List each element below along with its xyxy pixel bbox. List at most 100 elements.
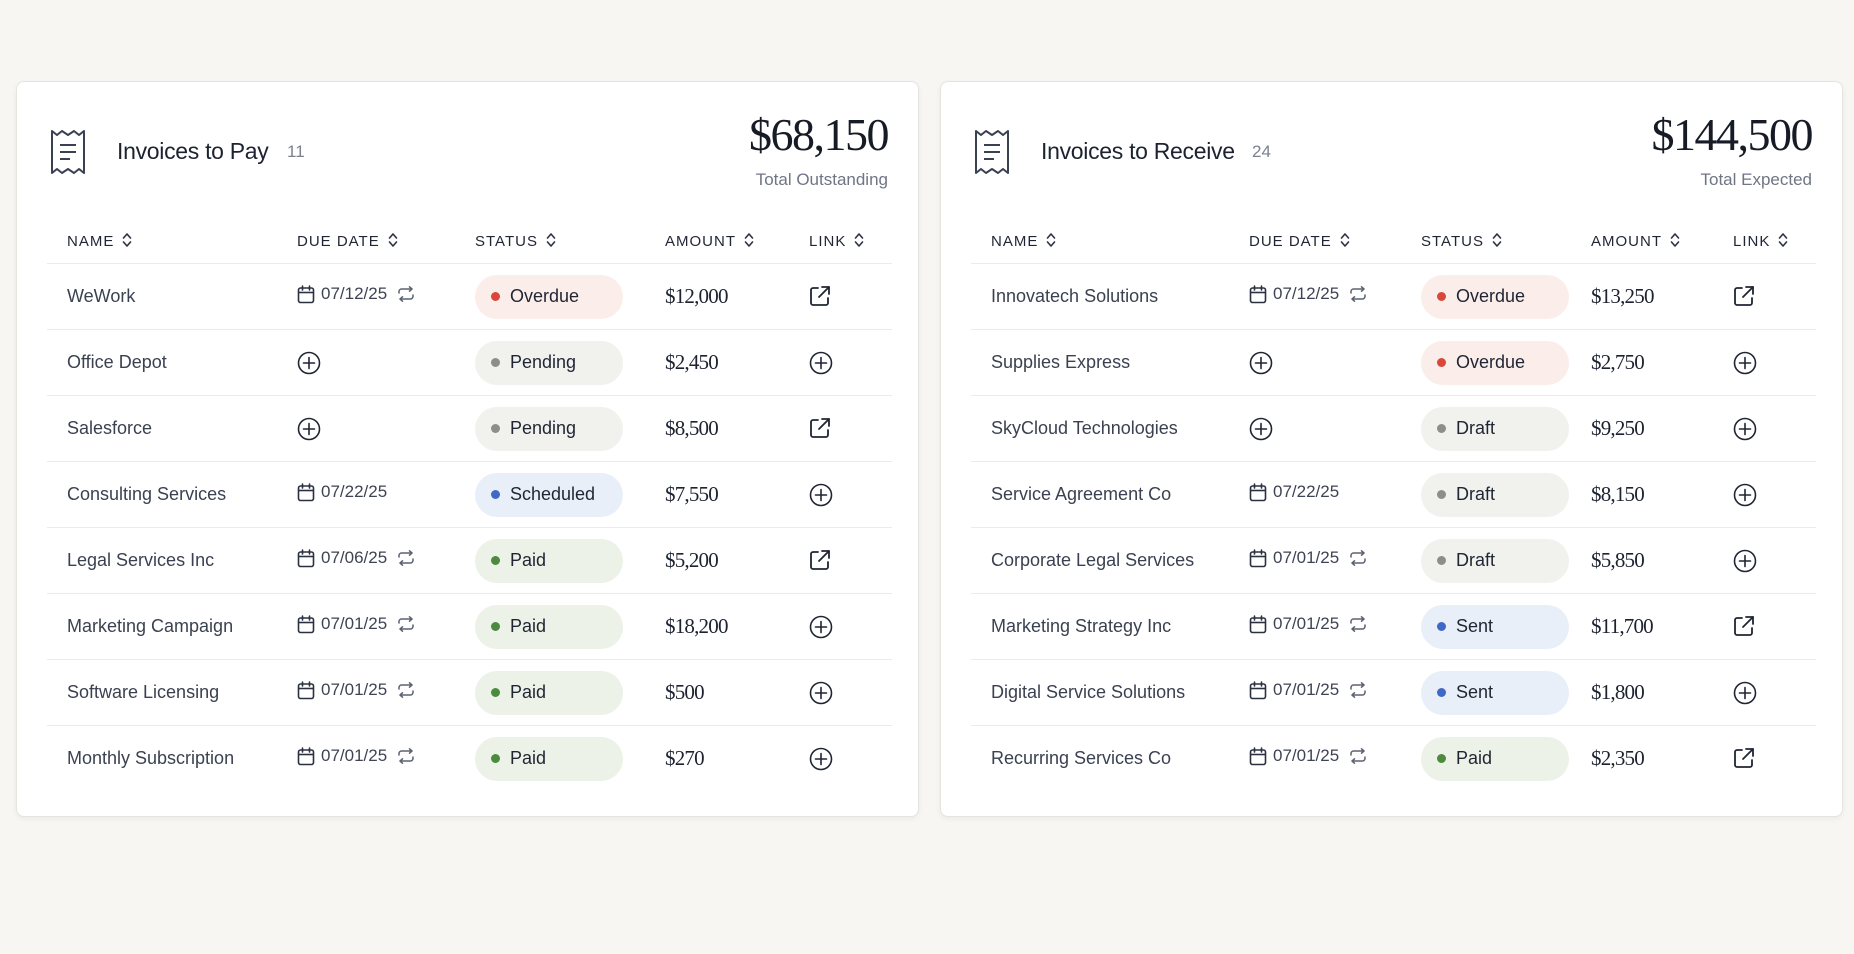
status-badge[interactable]: Paid	[475, 604, 623, 649]
due-date-cell	[1229, 329, 1401, 396]
add-link-icon[interactable]	[809, 351, 833, 375]
status-badge[interactable]: Sent	[1421, 604, 1569, 649]
external-link-icon[interactable]	[809, 549, 833, 573]
column-header-status[interactable]: STATUS	[455, 221, 645, 264]
status-badge[interactable]: Pending	[475, 406, 623, 451]
external-link-icon[interactable]	[1733, 747, 1757, 771]
due-date[interactable]: 07/01/25	[1249, 614, 1367, 634]
table-row[interactable]: Digital Service Solutions 07/01/25 Sent $1,…	[971, 659, 1816, 726]
status-badge[interactable]: Paid	[475, 670, 623, 715]
column-header-name[interactable]: NAME	[47, 221, 277, 264]
status-badge[interactable]: Paid	[475, 736, 623, 781]
amount-cell: $12,000	[645, 263, 789, 330]
sort-icon[interactable]	[546, 232, 556, 252]
status-badge[interactable]: Overdue	[475, 274, 623, 319]
amount-value: $7,550	[665, 482, 719, 506]
add-link-icon[interactable]	[1733, 681, 1757, 705]
due-date[interactable]: 07/12/25	[297, 284, 415, 304]
column-header-amount[interactable]: AMOUNT	[1571, 221, 1713, 264]
amount-value: $11,700	[1591, 614, 1654, 638]
table-row[interactable]: Corporate Legal Services 07/01/25 Draft $5,…	[971, 527, 1816, 594]
table-row[interactable]: Supplies Express Overdue $2,750	[971, 329, 1816, 396]
status-dot	[491, 754, 500, 763]
add-due-date-icon[interactable]	[1249, 351, 1273, 375]
recurring-icon	[1349, 550, 1367, 567]
status-badge[interactable]: Pending	[475, 340, 623, 385]
status-badge[interactable]: Draft	[1421, 538, 1569, 583]
add-link-icon[interactable]	[809, 747, 833, 771]
external-link-icon[interactable]	[1733, 285, 1757, 309]
table-row[interactable]: Marketing Campaign 07/01/25 Paid $18,200	[47, 593, 892, 660]
due-date[interactable]: 07/01/25	[1249, 548, 1367, 568]
status-badge[interactable]: Overdue	[1421, 340, 1569, 385]
table-row[interactable]: Innovatech Solutions 07/12/25 Overdue $13,2…	[971, 263, 1816, 330]
sort-icon[interactable]	[744, 232, 754, 252]
due-date-cell: 07/22/25	[1229, 461, 1401, 528]
status-badge[interactable]: Sent	[1421, 670, 1569, 715]
due-date[interactable]: 07/22/25	[297, 482, 387, 502]
due-date[interactable]: 07/01/25	[297, 746, 415, 766]
sort-icon[interactable]	[1340, 232, 1350, 252]
link-cell	[1713, 395, 1816, 462]
recurring-icon	[397, 550, 415, 567]
column-header-status[interactable]: STATUS	[1401, 221, 1571, 264]
due-date[interactable]: 07/12/25	[1249, 284, 1367, 304]
add-due-date-icon[interactable]	[297, 417, 321, 441]
status-cell: Paid	[1401, 726, 1571, 792]
add-due-date-icon[interactable]	[297, 351, 321, 375]
due-date[interactable]: 07/22/25	[1249, 482, 1339, 502]
column-header-due-date[interactable]: DUE DATE	[277, 221, 455, 264]
sort-icon[interactable]	[1492, 232, 1502, 252]
status-dot	[1437, 490, 1446, 499]
table-row[interactable]: Consulting Services 07/22/25 Scheduled $7,5…	[47, 461, 892, 528]
table-row[interactable]: Service Agreement Co 07/22/25 Draft $8,150	[971, 461, 1816, 528]
table-row[interactable]: SkyCloud Technologies Draft $9,250	[971, 395, 1816, 462]
table-row[interactable]: Marketing Strategy Inc 07/01/25 Sent $11,70…	[971, 593, 1816, 660]
due-date[interactable]: 07/01/25	[297, 614, 415, 634]
due-date-cell: 07/06/25	[277, 527, 455, 594]
add-link-icon[interactable]	[809, 615, 833, 639]
sort-icon[interactable]	[122, 232, 132, 252]
column-header-name[interactable]: NAME	[971, 221, 1229, 264]
sort-icon[interactable]	[1046, 232, 1056, 252]
sort-icon[interactable]	[1778, 232, 1788, 252]
table-row[interactable]: WeWork 07/12/25 Overdue $12,000	[47, 263, 892, 330]
add-link-icon[interactable]	[809, 681, 833, 705]
sort-icon[interactable]	[388, 232, 398, 252]
column-header-link[interactable]: LINK	[789, 221, 892, 264]
due-date[interactable]: 07/01/25	[1249, 746, 1367, 766]
add-due-date-icon[interactable]	[1249, 417, 1273, 441]
table-row[interactable]: Recurring Services Co 07/01/25 Paid $2,350	[971, 726, 1816, 792]
table-row[interactable]: Legal Services Inc 07/06/25 Paid $5,200	[47, 527, 892, 594]
due-date[interactable]: 07/06/25	[297, 548, 415, 568]
link-cell	[1713, 461, 1816, 528]
due-date-cell: 07/12/25	[1229, 263, 1401, 330]
add-link-icon[interactable]	[1733, 483, 1757, 507]
status-badge[interactable]: Paid	[475, 538, 623, 583]
due-date[interactable]: 07/01/25	[297, 680, 415, 700]
status-badge[interactable]: Overdue	[1421, 274, 1569, 319]
sort-icon[interactable]	[1670, 232, 1680, 252]
status-badge[interactable]: Draft	[1421, 406, 1569, 451]
sort-icon[interactable]	[854, 232, 864, 252]
add-link-icon[interactable]	[809, 483, 833, 507]
due-date[interactable]: 07/01/25	[1249, 680, 1367, 700]
table-row[interactable]: Monthly Subscription 07/01/25 Paid $270	[47, 726, 892, 792]
table-row[interactable]: Salesforce Pending $8,500	[47, 395, 892, 462]
status-badge[interactable]: Scheduled	[475, 472, 623, 517]
status-badge[interactable]: Draft	[1421, 472, 1569, 517]
external-link-icon[interactable]	[809, 417, 833, 441]
table-row[interactable]: Office Depot Pending $2,450	[47, 329, 892, 396]
external-link-icon[interactable]	[1733, 615, 1757, 639]
status-badge[interactable]: Paid	[1421, 736, 1569, 781]
add-link-icon[interactable]	[1733, 351, 1757, 375]
table-row[interactable]: Software Licensing 07/01/25 Paid $500	[47, 659, 892, 726]
add-link-icon[interactable]	[1733, 549, 1757, 573]
add-link-icon[interactable]	[1733, 417, 1757, 441]
column-label: DUE DATE	[1249, 232, 1332, 250]
column-header-link[interactable]: LINK	[1713, 221, 1816, 264]
invoice-name: Legal Services Inc	[67, 550, 215, 570]
column-header-due-date[interactable]: DUE DATE	[1229, 221, 1401, 264]
column-header-amount[interactable]: AMOUNT	[645, 221, 789, 264]
external-link-icon[interactable]	[809, 285, 833, 309]
